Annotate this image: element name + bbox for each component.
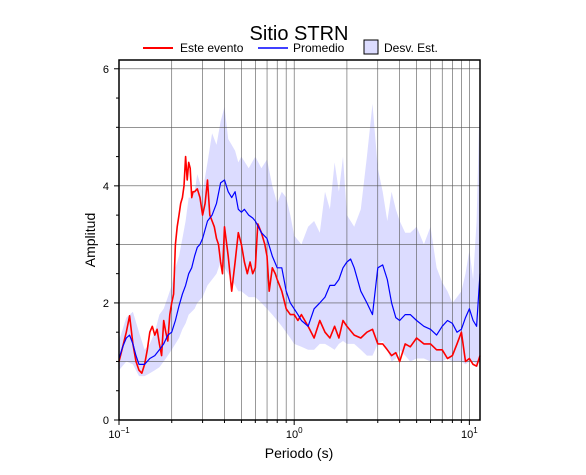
y-tick-label: 0 [103,415,109,427]
x-axis-label: Periodo (s) [265,445,333,461]
legend-label-desv-est: Desv. Est. [384,41,438,55]
legend-label-este-evento: Este evento [180,41,244,55]
y-tick-label: 2 [103,298,109,310]
std-dev-band [119,86,480,377]
series-layer [118,155,481,374]
axes-layer: 0 2 4 6 10−1 100 101 [103,59,481,441]
y-tick-label: 4 [103,181,109,193]
y-axis-label: Amplitud [82,213,98,267]
legend: Este evento Promedio Desv. Est. [143,39,438,55]
y-tick-label: 6 [103,64,109,76]
x-tick-label: 100 [286,426,303,441]
series-line-promedio [118,179,481,365]
x-tick-label: 101 [461,426,478,441]
chart-title: Sitio STRN [250,23,349,45]
std-dev-band-layer [119,86,480,377]
series-line-este-evento [118,155,481,374]
plot-frame [118,59,481,421]
legend-swatch-desv-est [363,39,379,55]
legend-label-promedio: Promedio [293,41,345,55]
x-tick-label: 10−1 [108,426,130,441]
